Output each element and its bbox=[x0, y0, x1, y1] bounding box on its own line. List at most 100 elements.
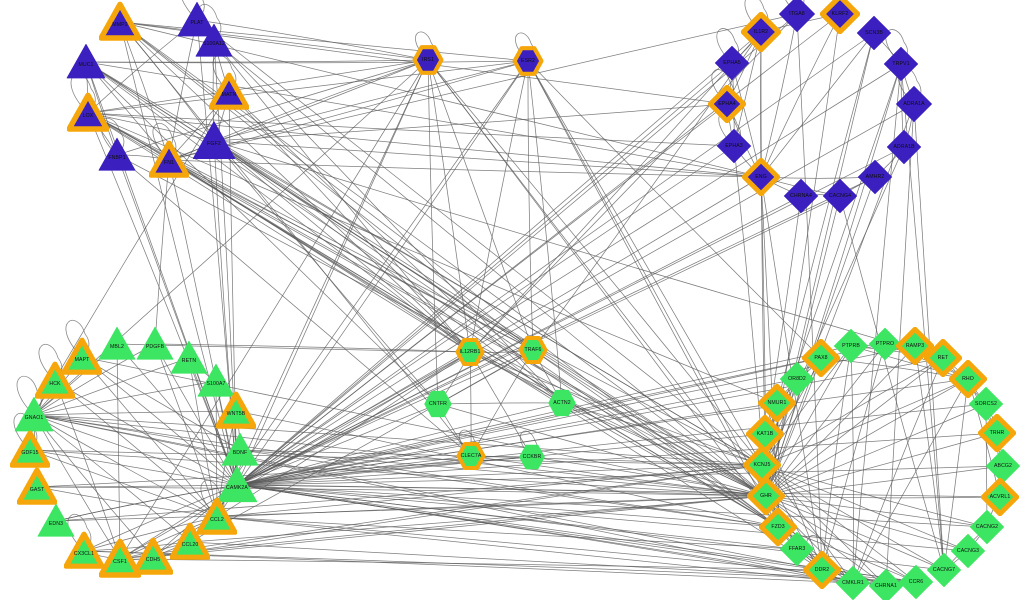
edge bbox=[33, 414, 854, 584]
edge bbox=[119, 21, 529, 62]
edge bbox=[213, 140, 762, 178]
graph-node-adra1a[interactable]: ADRA1A bbox=[894, 84, 934, 124]
edge bbox=[527, 60, 767, 497]
edge bbox=[213, 140, 563, 404]
graph-node-matn[interactable]: MATN bbox=[209, 72, 249, 112]
edge bbox=[119, 21, 429, 61]
graph-node-trpv1[interactable]: TRPV1 bbox=[882, 45, 920, 83]
diamond-glyph bbox=[857, 159, 893, 195]
edge bbox=[236, 357, 822, 486]
graph-node-fn1[interactable]: FN1 bbox=[149, 140, 189, 180]
diamond-glyph bbox=[926, 552, 962, 588]
triangle-glyph bbox=[10, 430, 50, 468]
diamond-glyph bbox=[708, 85, 746, 123]
edge bbox=[154, 343, 238, 486]
triangle-glyph bbox=[177, 1, 217, 37]
graph-node-fnbp1[interactable]: FNBP1 bbox=[97, 135, 137, 175]
edge bbox=[168, 13, 798, 161]
graph-node-traf6[interactable]: TRAF6 bbox=[518, 335, 548, 365]
edge bbox=[765, 495, 945, 571]
graph-node-fgf2[interactable]: FGF2 bbox=[191, 118, 237, 164]
graph-node-itga8[interactable]: ITGA8 bbox=[777, 0, 817, 34]
graph-node-lox[interactable]: LOX bbox=[67, 92, 109, 134]
triangle-glyph bbox=[17, 467, 57, 505]
edge bbox=[765, 495, 887, 587]
diamond-glyph bbox=[981, 478, 1019, 516]
edge bbox=[236, 464, 763, 486]
diamond-glyph bbox=[924, 339, 962, 377]
graph-node-clec7a[interactable]: CLEC7A bbox=[456, 441, 486, 471]
diamond-glyph bbox=[779, 361, 815, 397]
diamond-glyph bbox=[758, 384, 796, 422]
edge bbox=[427, 59, 534, 351]
edge bbox=[765, 357, 944, 497]
edge bbox=[54, 380, 218, 518]
graph-node-mbl2[interactable]: MBL2 bbox=[97, 324, 137, 364]
graph-node-cx3cl1[interactable]: CX3CL1 bbox=[64, 531, 104, 571]
edge bbox=[116, 154, 767, 497]
graph-node-cdh5[interactable]: CDH5 bbox=[133, 537, 173, 577]
edge bbox=[29, 449, 218, 518]
edge bbox=[213, 140, 534, 351]
graph-node-cntfr[interactable]: CNTFR bbox=[422, 388, 454, 420]
graph-node-esr2[interactable]: ESR2 bbox=[512, 45, 544, 77]
hexagon-glyph bbox=[548, 389, 576, 417]
edge bbox=[33, 414, 238, 486]
edge bbox=[119, 558, 823, 571]
edge bbox=[33, 414, 779, 528]
edge bbox=[236, 484, 945, 571]
graph-node-epha5[interactable]: EPHA5 bbox=[713, 44, 751, 82]
edge bbox=[235, 410, 779, 528]
edge bbox=[761, 146, 905, 466]
edge bbox=[55, 484, 238, 522]
graph-node-il12rb1[interactable]: IL12RB1 bbox=[455, 337, 485, 367]
edge bbox=[33, 414, 763, 466]
edge bbox=[168, 159, 762, 178]
graph-node-klrf2[interactable]: KLRF2 bbox=[820, 0, 860, 34]
graph-node-ccl20[interactable]: CCL20 bbox=[170, 522, 210, 562]
edge bbox=[119, 351, 471, 560]
graph-node-ccr6[interactable]: CCR6 bbox=[897, 563, 935, 600]
graph-node-eng[interactable]: ENG bbox=[742, 158, 780, 196]
diamond-glyph bbox=[886, 129, 922, 165]
edge bbox=[852, 63, 902, 584]
hexagon-glyph bbox=[424, 390, 452, 418]
edge bbox=[236, 103, 728, 486]
edge bbox=[87, 112, 763, 466]
triangle-glyph bbox=[66, 43, 106, 79]
diamond-glyph bbox=[950, 533, 986, 569]
edge bbox=[213, 140, 763, 466]
graph-node-chrna4[interactable]: CHRNA4 bbox=[782, 177, 820, 215]
triangle-glyph bbox=[136, 326, 174, 360]
edge bbox=[236, 63, 902, 486]
graph-node-gdf15[interactable]: GDF15 bbox=[10, 430, 50, 470]
hexagon-glyph bbox=[519, 444, 545, 470]
graph-node-cckbr[interactable]: CCKBR bbox=[517, 442, 547, 472]
graph-node-actn2[interactable]: ACTN2 bbox=[546, 387, 578, 419]
graph-node-wnt5b[interactable]: WNT5B bbox=[216, 391, 256, 431]
triangle-glyph bbox=[37, 503, 75, 537]
diamond-glyph bbox=[714, 45, 750, 81]
edge bbox=[437, 403, 767, 497]
edge bbox=[527, 60, 779, 528]
edge bbox=[33, 410, 237, 416]
graph-node-amhr2[interactable]: AMHR2 bbox=[856, 158, 894, 196]
edge bbox=[213, 40, 767, 497]
edge bbox=[760, 13, 798, 178]
graph-node-muc1[interactable]: MUC1 bbox=[65, 41, 107, 83]
edge bbox=[87, 112, 471, 353]
diamond-glyph bbox=[833, 328, 869, 364]
graph-node-epha4[interactable]: EPHA4 bbox=[708, 85, 746, 123]
triangle-glyph bbox=[98, 137, 136, 171]
edge bbox=[216, 516, 798, 550]
edge bbox=[85, 61, 471, 353]
graph-node-cacng4[interactable]: CACNG4 bbox=[821, 177, 859, 215]
graph-node-s100a12[interactable]: S100A12 bbox=[194, 21, 234, 61]
triangle-glyph bbox=[216, 466, 258, 503]
edge bbox=[236, 145, 735, 486]
hexagon-glyph bbox=[512, 46, 544, 76]
graph-node-irs1[interactable]: IRS1 bbox=[412, 44, 444, 76]
graph-node-mmp2[interactable]: MMP2 bbox=[99, 1, 141, 43]
triangle-glyph bbox=[195, 23, 233, 57]
